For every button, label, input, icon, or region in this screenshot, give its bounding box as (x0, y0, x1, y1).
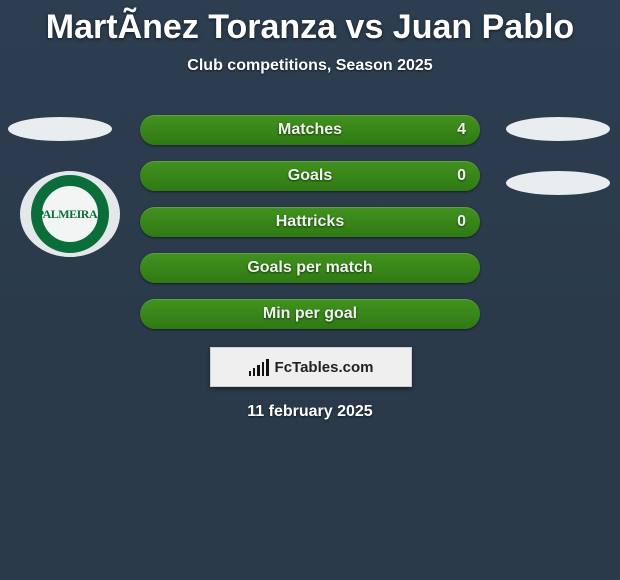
stat-label: Goals (288, 167, 332, 185)
stat-row-goals: Goals 0 (140, 161, 480, 191)
brand-label: FcTables.com (275, 359, 374, 376)
page-subtitle: Club competitions, Season 2025 (0, 57, 620, 75)
player-slot-right-bot (506, 171, 610, 195)
bar-chart-icon (249, 358, 269, 376)
stat-label: Goals per match (247, 259, 372, 277)
stat-row-hattricks: Hattricks 0 (140, 207, 480, 237)
stat-row-matches: Matches 4 (140, 115, 480, 145)
page-title: MartÃ­nez Toranza vs Juan Pablo (0, 0, 620, 47)
page-root: MartÃ­nez Toranza vs Juan Pablo Club com… (0, 0, 620, 580)
club-badge-inner: PALMEIRAS (27, 171, 113, 257)
stat-value: 0 (457, 161, 466, 191)
date-label: 11 february 2025 (0, 403, 620, 421)
club-badge-label: PALMEIRAS (39, 183, 101, 245)
stat-label: Min per goal (263, 305, 357, 323)
player-slot-right-top (506, 117, 610, 141)
stat-row-gpm: Goals per match (140, 253, 480, 283)
stats-list: Matches 4 Goals 0 Hattricks 0 Goals per … (140, 115, 480, 345)
brand-box[interactable]: FcTables.com (210, 347, 412, 387)
stat-value: 0 (457, 207, 466, 237)
club-badge: PALMEIRAS (20, 171, 120, 257)
stat-row-mpg: Min per goal (140, 299, 480, 329)
stat-label: Matches (278, 121, 342, 139)
stat-value: 4 (457, 115, 466, 145)
stat-label: Hattricks (276, 213, 344, 231)
player-slot-left (8, 117, 112, 141)
